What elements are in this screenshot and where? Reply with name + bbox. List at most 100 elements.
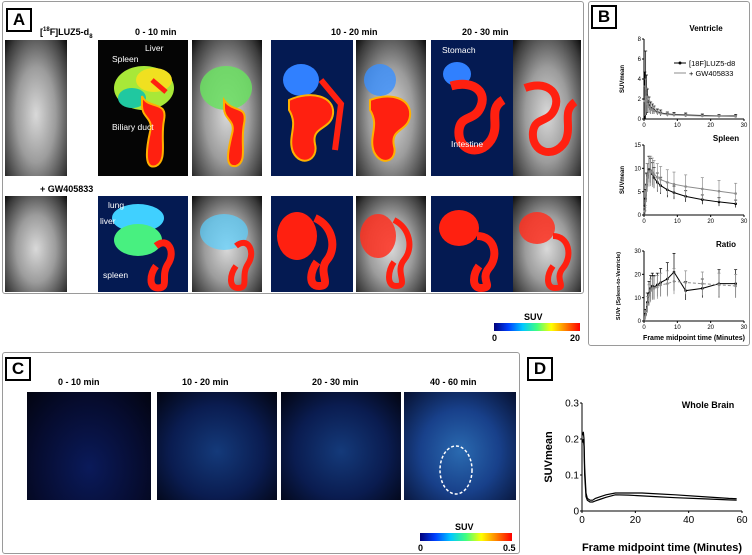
B-ratio-point xyxy=(717,283,721,287)
B-ventricle-x-tick-label: 0 xyxy=(642,123,646,129)
annotation-liver-bottom: liver xyxy=(100,216,116,226)
fused-image-top-0-10 xyxy=(192,40,262,176)
colorbar-c xyxy=(420,533,512,541)
B-ventricle-point xyxy=(644,95,647,99)
B-ratio-y-tick-label: 30 xyxy=(634,249,641,255)
B-ventricle-point xyxy=(672,113,676,117)
B-ratio-point xyxy=(647,294,651,297)
pet-image-top-0-10 xyxy=(98,40,188,176)
B-ratio-x-tick-label: 20 xyxy=(707,325,714,331)
pet-image-top-10-20 xyxy=(271,40,353,176)
D-wholebrain-x-tick-label: 60 xyxy=(736,515,748,526)
B-ratio-y-tick-label: 0 xyxy=(638,319,642,325)
D-wholebrain-y-tick-label: 0.2 xyxy=(565,435,579,446)
pet-image-bottom-10-20 xyxy=(271,196,353,292)
annotation-stomach: Stomach xyxy=(442,45,476,55)
annotation-liver: Liver xyxy=(145,43,164,53)
D-wholebrain-y-label: SUVmean xyxy=(543,431,555,483)
panel-c-letter: C xyxy=(5,357,31,381)
brain-time-label-40-60: 40 - 60 min xyxy=(430,377,477,387)
B-spleen-y-label: SUVmean xyxy=(620,166,626,194)
D-wholebrain-x-tick-label: 20 xyxy=(630,515,642,526)
B-ventricle-y-tick-label: 4 xyxy=(638,77,642,83)
brain-time-label-20-30: 20 - 30 min xyxy=(312,377,359,387)
chart-b: 0 2 4 6 8 0 10 20 30 Ventricle SUVmean 0 5 10 15 0 10 20 3… xyxy=(616,24,748,342)
B-ventricle-point xyxy=(701,114,704,118)
pet-image-top-20-30 xyxy=(431,40,513,176)
B-ventricle-point xyxy=(666,113,669,116)
B-ventricle-x-tick-label: 30 xyxy=(741,123,748,129)
colorbar-a-min: 0 xyxy=(492,333,498,343)
brain-time-label-10-20: 10 - 20 min xyxy=(182,377,229,387)
colorbar-a-max: 20 xyxy=(570,333,581,343)
legend-label-luz5: [18F]LUZ5-d8 xyxy=(689,59,735,68)
B-ratio-series-line-1 xyxy=(645,280,736,316)
B-spleen-point xyxy=(717,189,721,193)
D-wholebrain-y-tick-label: 0 xyxy=(573,507,579,518)
B-spleen-x-tick-label: 20 xyxy=(707,219,714,225)
time-label-0-10: 0 - 10 min xyxy=(135,27,177,37)
B-ventricle-point xyxy=(645,98,648,102)
fused-image-bottom-0-10 xyxy=(192,196,262,292)
D-wholebrain-x-tick-label: 40 xyxy=(683,515,695,526)
fused-image-bottom-20-30 xyxy=(513,196,581,292)
B-ratio-x-tick-label: 30 xyxy=(741,325,748,331)
D-wholebrain-series-line-0 xyxy=(582,431,737,501)
B-ratio-point xyxy=(644,313,647,317)
B-ratio-x-tick-label: 0 xyxy=(642,325,646,331)
time-label-20-30: 20 - 30 min xyxy=(462,27,509,37)
B-ventricle-y-label: SUVmean xyxy=(620,65,626,93)
B-ratio-y-label: SUVr (Spleen-to-Ventricle) xyxy=(616,252,622,320)
ct-image-top xyxy=(5,40,67,176)
B-spleen-x-tick-label: 10 xyxy=(674,219,681,225)
B-spleen-point xyxy=(644,199,647,203)
B-spleen-y-tick-label: 10 xyxy=(634,166,641,172)
B-ratio-x-label: Frame midpoint time (Minutes) xyxy=(643,335,745,342)
B-ventricle-title: Ventricle xyxy=(689,24,723,33)
B-ventricle-y-tick-label: 0 xyxy=(638,117,642,123)
B-spleen-point xyxy=(659,178,662,181)
B-spleen-point xyxy=(646,176,649,179)
B-spleen-series-line-0 xyxy=(644,168,736,211)
B-ventricle-point xyxy=(684,114,687,117)
B-ratio-x-tick-label: 10 xyxy=(674,325,681,331)
chart-d: 0 0.1 0.2 0.3 0 20 40 60 Whole Brain SUVmean Frame… xyxy=(543,399,748,555)
legend-label-gw: + GW405833 xyxy=(689,69,733,78)
B-spleen-point xyxy=(666,181,669,184)
B-spleen-y-tick-label: 5 xyxy=(638,190,642,196)
B-spleen-point xyxy=(734,192,737,195)
B-ratio-title: Ratio xyxy=(716,240,736,249)
B-spleen-series-line-1 xyxy=(644,170,736,212)
B-ratio-y-tick-label: 20 xyxy=(634,272,641,278)
D-wholebrain-series-line-1 xyxy=(582,438,737,503)
B-ventricle-point xyxy=(734,115,737,118)
B-ratio-point xyxy=(649,289,652,292)
B-ratio-series-line-0 xyxy=(645,271,736,315)
fused-image-top-20-30 xyxy=(513,40,581,176)
B-ratio-point xyxy=(652,287,656,290)
B-spleen-point xyxy=(652,173,656,176)
D-wholebrain-x-tick-label: 0 xyxy=(579,515,585,526)
panel-b-letter: B xyxy=(591,5,617,29)
time-label-10-20: 10 - 20 min xyxy=(331,27,378,37)
B-spleen-y-tick-label: 15 xyxy=(634,143,641,149)
brain-roi-outline xyxy=(439,445,473,495)
B-spleen-point xyxy=(656,175,659,179)
B-spleen-point xyxy=(651,171,654,174)
B-ventricle-point xyxy=(652,109,656,113)
D-wholebrain-x-label: Frame midpoint time (Minutes) xyxy=(582,542,742,554)
brain-image-20-30 xyxy=(281,392,401,500)
B-ratio-point xyxy=(666,282,669,285)
fused-image-top-10-20 xyxy=(356,40,426,176)
brain-image-40-60 xyxy=(404,392,516,500)
tracer-label: [18F]LUZ5-d8 xyxy=(40,27,93,40)
B-spleen-point xyxy=(701,187,704,191)
annotation-spleen-bottom: spleen xyxy=(103,270,129,280)
pet-image-bottom-0-10 xyxy=(98,196,188,292)
colorbar-c-title: SUV xyxy=(455,522,474,532)
B-ratio-y-tick-label: 10 xyxy=(634,296,641,302)
B-ventricle-x-tick-label: 20 xyxy=(707,123,714,129)
B-spleen-point xyxy=(684,185,687,188)
brain-image-0-10 xyxy=(27,392,151,500)
panel-c-frame xyxy=(2,352,520,554)
